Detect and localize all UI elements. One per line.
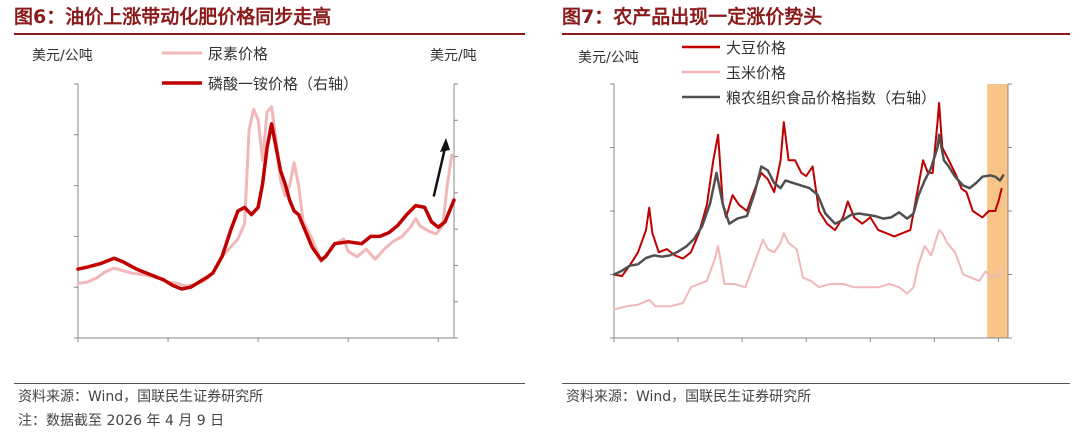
left-y-axis-unit: 美元/公吨 (32, 48, 93, 64)
series-line-2 (612, 133, 1005, 276)
right-y-axis-unit: 美元/吨 (430, 48, 477, 64)
figure-7-title: 图7：农产品出现一定涨价势头 (562, 6, 823, 28)
series-line-1 (76, 122, 456, 291)
footer-rule (562, 383, 1070, 384)
highlight-band (987, 84, 1008, 338)
date-note: 注：数据截至 2026 年 4 月 9 日 (18, 413, 225, 429)
agri-chart-panel: 图7：农产品出现一定涨价势头 大豆价格 玉米价格 粮农组织食品价格指数（右轴） … (548, 0, 1080, 436)
title-rule (14, 33, 525, 35)
source-note: 资料来源：Wind，国联民生证券研究所 (18, 389, 264, 405)
figure-6-title: 图6：油价上涨带动化肥价格同步走高 (14, 6, 332, 28)
legend-soybean-label: 大豆价格 (726, 39, 786, 57)
trend-arrow-head (439, 138, 450, 153)
legend-urea-label: 尿素价格 (208, 45, 268, 63)
legend-corn-label: 玉米价格 (726, 64, 786, 82)
trend-arrow-shaft (432, 147, 447, 197)
series-line-1 (613, 229, 1005, 311)
fertilizer-line-chart: 尿素价格 磷酸一铵价格（右轴） 美元/公吨 美元/吨 (32, 45, 477, 342)
legend-fao-label: 粮农组织食品价格指数（右轴） (726, 89, 936, 107)
left-y-axis-unit: 美元/公吨 (578, 50, 639, 66)
footer-rule (14, 383, 525, 384)
agri-price-line-chart: 大豆价格 玉米价格 粮农组织食品价格指数（右轴） 美元/公吨 (578, 39, 1012, 342)
legend-map-label: 磷酸一铵价格（右轴） (208, 75, 358, 93)
title-rule (562, 33, 1070, 35)
series-line-0 (76, 105, 454, 288)
source-note: 资料来源：Wind，国联民生证券研究所 (566, 389, 812, 405)
series-line-0 (613, 102, 1003, 278)
fertilizer-chart-panel: 图6：油价上涨带动化肥价格同步走高 尿素价格 磷酸一铵价格（右轴） 美元/公吨 … (0, 0, 535, 436)
